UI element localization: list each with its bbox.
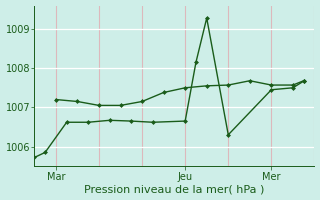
X-axis label: Pression niveau de la mer( hPa ): Pression niveau de la mer( hPa ) xyxy=(84,184,265,194)
